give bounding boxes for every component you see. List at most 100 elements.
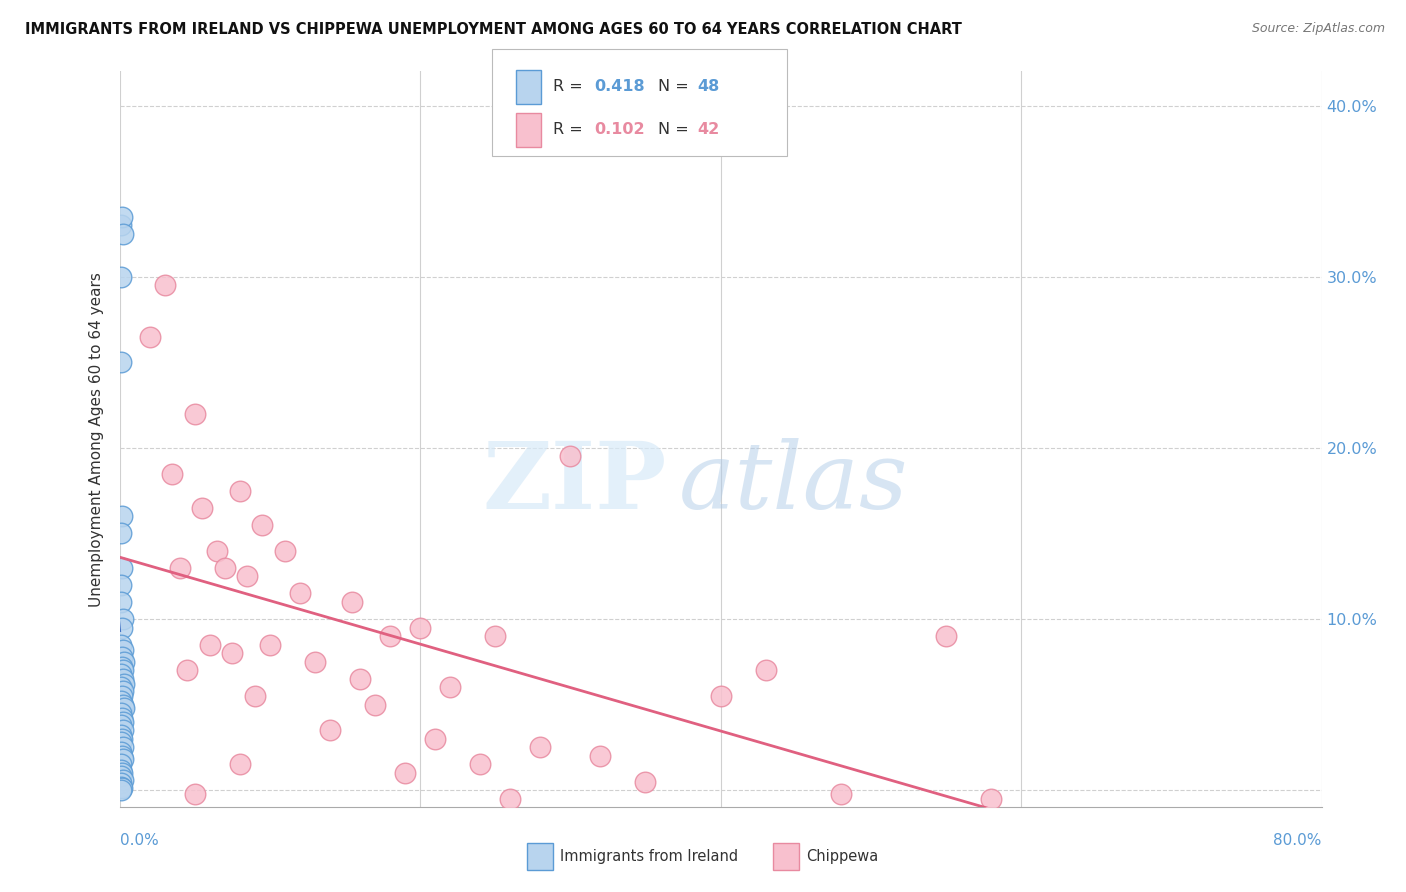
- Point: [111, 766, 134, 780]
- Point: [191, 500, 214, 515]
- Text: R =: R =: [553, 122, 588, 137]
- Point: [111, 748, 134, 763]
- Text: 0.418: 0.418: [595, 78, 645, 94]
- Point: [176, 664, 198, 678]
- Text: 42: 42: [697, 122, 720, 137]
- Point: [112, 701, 135, 715]
- Point: [378, 629, 401, 643]
- Point: [499, 791, 522, 805]
- Point: [319, 723, 342, 738]
- Point: [110, 706, 132, 720]
- Point: [980, 791, 1002, 805]
- Point: [214, 560, 236, 574]
- Point: [110, 757, 132, 772]
- Point: [634, 774, 657, 789]
- Point: [364, 698, 387, 712]
- Point: [755, 664, 778, 678]
- Point: [439, 681, 461, 695]
- Text: 0.0%: 0.0%: [120, 833, 159, 847]
- Text: 80.0%: 80.0%: [1274, 833, 1322, 847]
- Text: Source: ZipAtlas.com: Source: ZipAtlas.com: [1251, 22, 1385, 36]
- Point: [111, 509, 134, 524]
- Point: [110, 769, 132, 783]
- Point: [110, 694, 132, 708]
- Point: [169, 560, 191, 574]
- Point: [110, 355, 132, 369]
- Point: [198, 638, 221, 652]
- Point: [111, 711, 134, 725]
- Text: R =: R =: [553, 78, 588, 94]
- Point: [110, 578, 132, 592]
- Point: [110, 780, 132, 794]
- Point: [830, 787, 852, 801]
- Point: [111, 210, 134, 224]
- Point: [110, 718, 132, 732]
- Point: [112, 655, 135, 669]
- Point: [111, 649, 134, 664]
- Point: [111, 612, 134, 626]
- Point: [349, 672, 371, 686]
- Point: [110, 735, 132, 749]
- Point: [409, 621, 432, 635]
- Text: N =: N =: [658, 78, 695, 94]
- Point: [243, 689, 266, 703]
- Point: [529, 740, 551, 755]
- Point: [110, 269, 132, 284]
- Point: [111, 660, 134, 674]
- Point: [111, 560, 134, 574]
- Point: [111, 227, 134, 241]
- Point: [560, 450, 582, 464]
- Point: [111, 723, 134, 738]
- Point: [935, 629, 957, 643]
- Point: [110, 763, 132, 777]
- Point: [160, 467, 183, 481]
- Point: [110, 219, 132, 233]
- Point: [111, 689, 134, 703]
- Text: 48: 48: [697, 78, 720, 94]
- Point: [110, 746, 132, 760]
- Text: Immigrants from Ireland: Immigrants from Ireland: [560, 849, 738, 863]
- Text: N =: N =: [658, 122, 695, 137]
- Point: [342, 595, 364, 609]
- Point: [112, 664, 135, 678]
- Text: atlas: atlas: [679, 439, 908, 528]
- Point: [183, 787, 205, 801]
- Point: [112, 684, 135, 698]
- Point: [221, 646, 243, 660]
- Point: [110, 638, 132, 652]
- Point: [288, 586, 311, 600]
- Point: [112, 642, 135, 657]
- Text: IMMIGRANTS FROM IRELAND VS CHIPPEWA UNEMPLOYMENT AMONG AGES 60 TO 64 YEARS CORRE: IMMIGRANTS FROM IRELAND VS CHIPPEWA UNEM…: [25, 22, 962, 37]
- Point: [111, 781, 134, 796]
- Point: [228, 483, 252, 498]
- Point: [110, 728, 132, 742]
- Text: ZIP: ZIP: [482, 439, 666, 528]
- Point: [589, 748, 612, 763]
- Point: [709, 689, 731, 703]
- Point: [110, 595, 132, 609]
- Point: [112, 714, 135, 729]
- Point: [484, 629, 506, 643]
- Point: [110, 666, 132, 681]
- Point: [110, 681, 132, 695]
- Point: [111, 772, 134, 787]
- Point: [111, 752, 134, 766]
- Point: [110, 526, 132, 541]
- Text: Chippewa: Chippewa: [806, 849, 877, 863]
- Point: [138, 329, 160, 343]
- Point: [205, 543, 228, 558]
- Point: [153, 278, 176, 293]
- Point: [259, 638, 281, 652]
- Y-axis label: Unemployment Among Ages 60 to 64 years: Unemployment Among Ages 60 to 64 years: [89, 272, 104, 607]
- Point: [111, 672, 134, 686]
- Point: [304, 655, 326, 669]
- Text: 0.102: 0.102: [595, 122, 645, 137]
- Point: [274, 543, 297, 558]
- Point: [183, 407, 205, 421]
- Point: [228, 757, 252, 772]
- Point: [111, 731, 134, 746]
- Point: [394, 766, 416, 780]
- Point: [236, 569, 259, 583]
- Point: [468, 757, 492, 772]
- Point: [111, 621, 134, 635]
